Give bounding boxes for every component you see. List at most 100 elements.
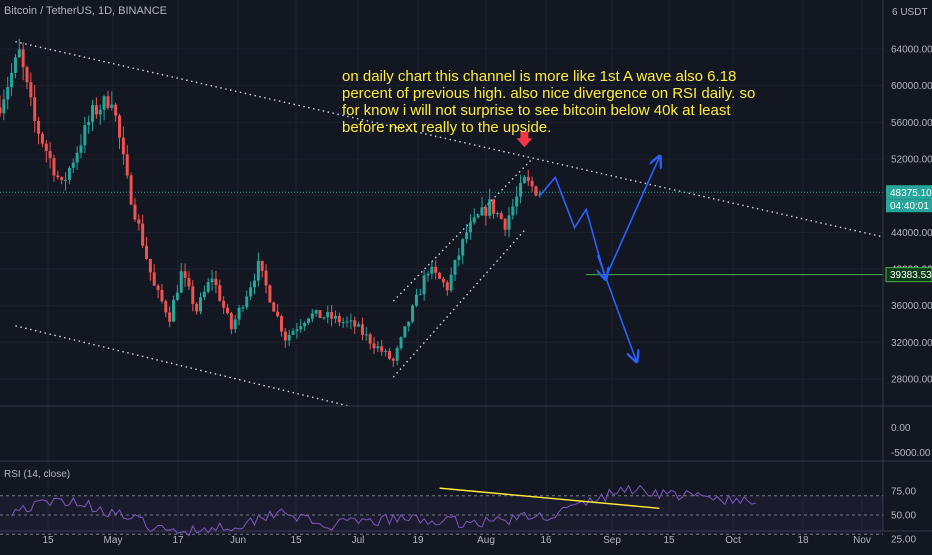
candle-body [241, 307, 245, 309]
price-tick-label: 28000.00 [891, 375, 932, 386]
date-tick-label: 15 [290, 535, 302, 546]
candle-body [118, 115, 122, 138]
candle-body [125, 154, 129, 176]
axis-labels: 6 USDT 64000.00 60000.00 56000.00 52000.00 44… [42, 7, 932, 546]
candle-body [476, 215, 480, 218]
candle-body [60, 177, 64, 181]
candle-body [264, 270, 268, 286]
countdown-tag: 04:40:01 [890, 201, 929, 212]
candle-body [129, 175, 133, 205]
date-tick-label: Jun [230, 535, 246, 546]
candle-body [465, 232, 469, 240]
candle-body [71, 162, 75, 168]
candle-body [387, 350, 391, 359]
candle-body [225, 307, 229, 314]
candle-body [21, 49, 25, 68]
panel-separators [0, 0, 932, 532]
candle-body [472, 217, 476, 223]
price-tick-label: 52000.00 [891, 155, 932, 166]
date-tick-label: 15 [42, 535, 54, 546]
candle-body [25, 67, 29, 83]
level-tag-box [885, 267, 932, 283]
candle-body [364, 334, 368, 336]
candle-body [322, 317, 326, 319]
candle-body [164, 301, 168, 313]
level-tag: 39383.53 [890, 270, 932, 281]
candle-body [141, 223, 145, 246]
candle-body [218, 285, 222, 301]
candle-body [75, 152, 79, 163]
candle-body [480, 207, 484, 216]
candle-body [418, 294, 422, 296]
date-tick-label: Jul [352, 535, 365, 546]
lower-trendline [15, 325, 352, 408]
countdown-tag-box [886, 199, 932, 213]
candle-body [434, 266, 438, 273]
date-tick-label: 17 [172, 535, 184, 546]
candle-body [333, 315, 337, 319]
candle-body [426, 273, 430, 276]
candle-body [148, 258, 152, 273]
candle-body [168, 312, 172, 322]
date-tick-label: 19 [412, 535, 424, 546]
rsi-tick-label: 50.00 [891, 511, 916, 522]
candle-body [10, 72, 14, 88]
candle-body [214, 278, 218, 286]
candle-body [183, 271, 187, 279]
candle-body [2, 99, 6, 114]
candle-body [137, 219, 141, 224]
candle-body [291, 331, 295, 335]
candle-body [522, 177, 526, 183]
candle-body [187, 278, 191, 287]
candle-body [507, 215, 511, 230]
candle-body [29, 82, 33, 98]
grid [0, 0, 883, 530]
candle-body [407, 321, 411, 327]
rsi-tick-label: 75.00 [891, 487, 916, 498]
candle-body [91, 105, 95, 123]
candle-body [152, 272, 156, 286]
down-arrow-marker [516, 131, 533, 148]
candle-body [345, 321, 349, 323]
channel-lines [0, 40, 884, 408]
candle-body [484, 207, 488, 216]
candle-body [44, 143, 48, 152]
candle-body [283, 331, 287, 341]
candle-body [160, 289, 164, 302]
candle-body [56, 175, 60, 178]
date-tick-label: Oct [725, 535, 741, 546]
candle-body [206, 282, 210, 292]
candle-body [449, 274, 453, 291]
candle-body [195, 304, 199, 312]
candle-body [48, 151, 52, 159]
currency-label: 6 USDT [892, 7, 928, 18]
candle-body [384, 350, 388, 352]
candle-body [414, 294, 418, 306]
candle-body [503, 218, 507, 230]
projection-wave [539, 175, 606, 278]
candle-body [64, 179, 68, 181]
candle-body [249, 287, 253, 297]
candle-body [98, 109, 102, 115]
oscillator-tick-label: 0.00 [891, 423, 911, 434]
candle-body [495, 213, 499, 215]
projection-down-arrow [596, 254, 637, 360]
candle-body [237, 307, 241, 320]
projection-up-arrow [604, 157, 659, 279]
candle-body [337, 315, 341, 323]
candle-body [368, 334, 372, 344]
candle-body [172, 299, 176, 322]
candle-body [252, 280, 256, 288]
candle-body [457, 255, 461, 261]
candle-body [13, 57, 17, 73]
candle-body [326, 311, 330, 318]
candle-body [17, 49, 21, 58]
candle-body [357, 324, 361, 327]
rsi-legend: RSI (14, close) [4, 469, 70, 480]
candle-body [376, 346, 380, 349]
date-tick-label: May [104, 535, 123, 546]
price-tick-label: 56000.00 [891, 118, 932, 129]
candle-body [530, 180, 534, 187]
